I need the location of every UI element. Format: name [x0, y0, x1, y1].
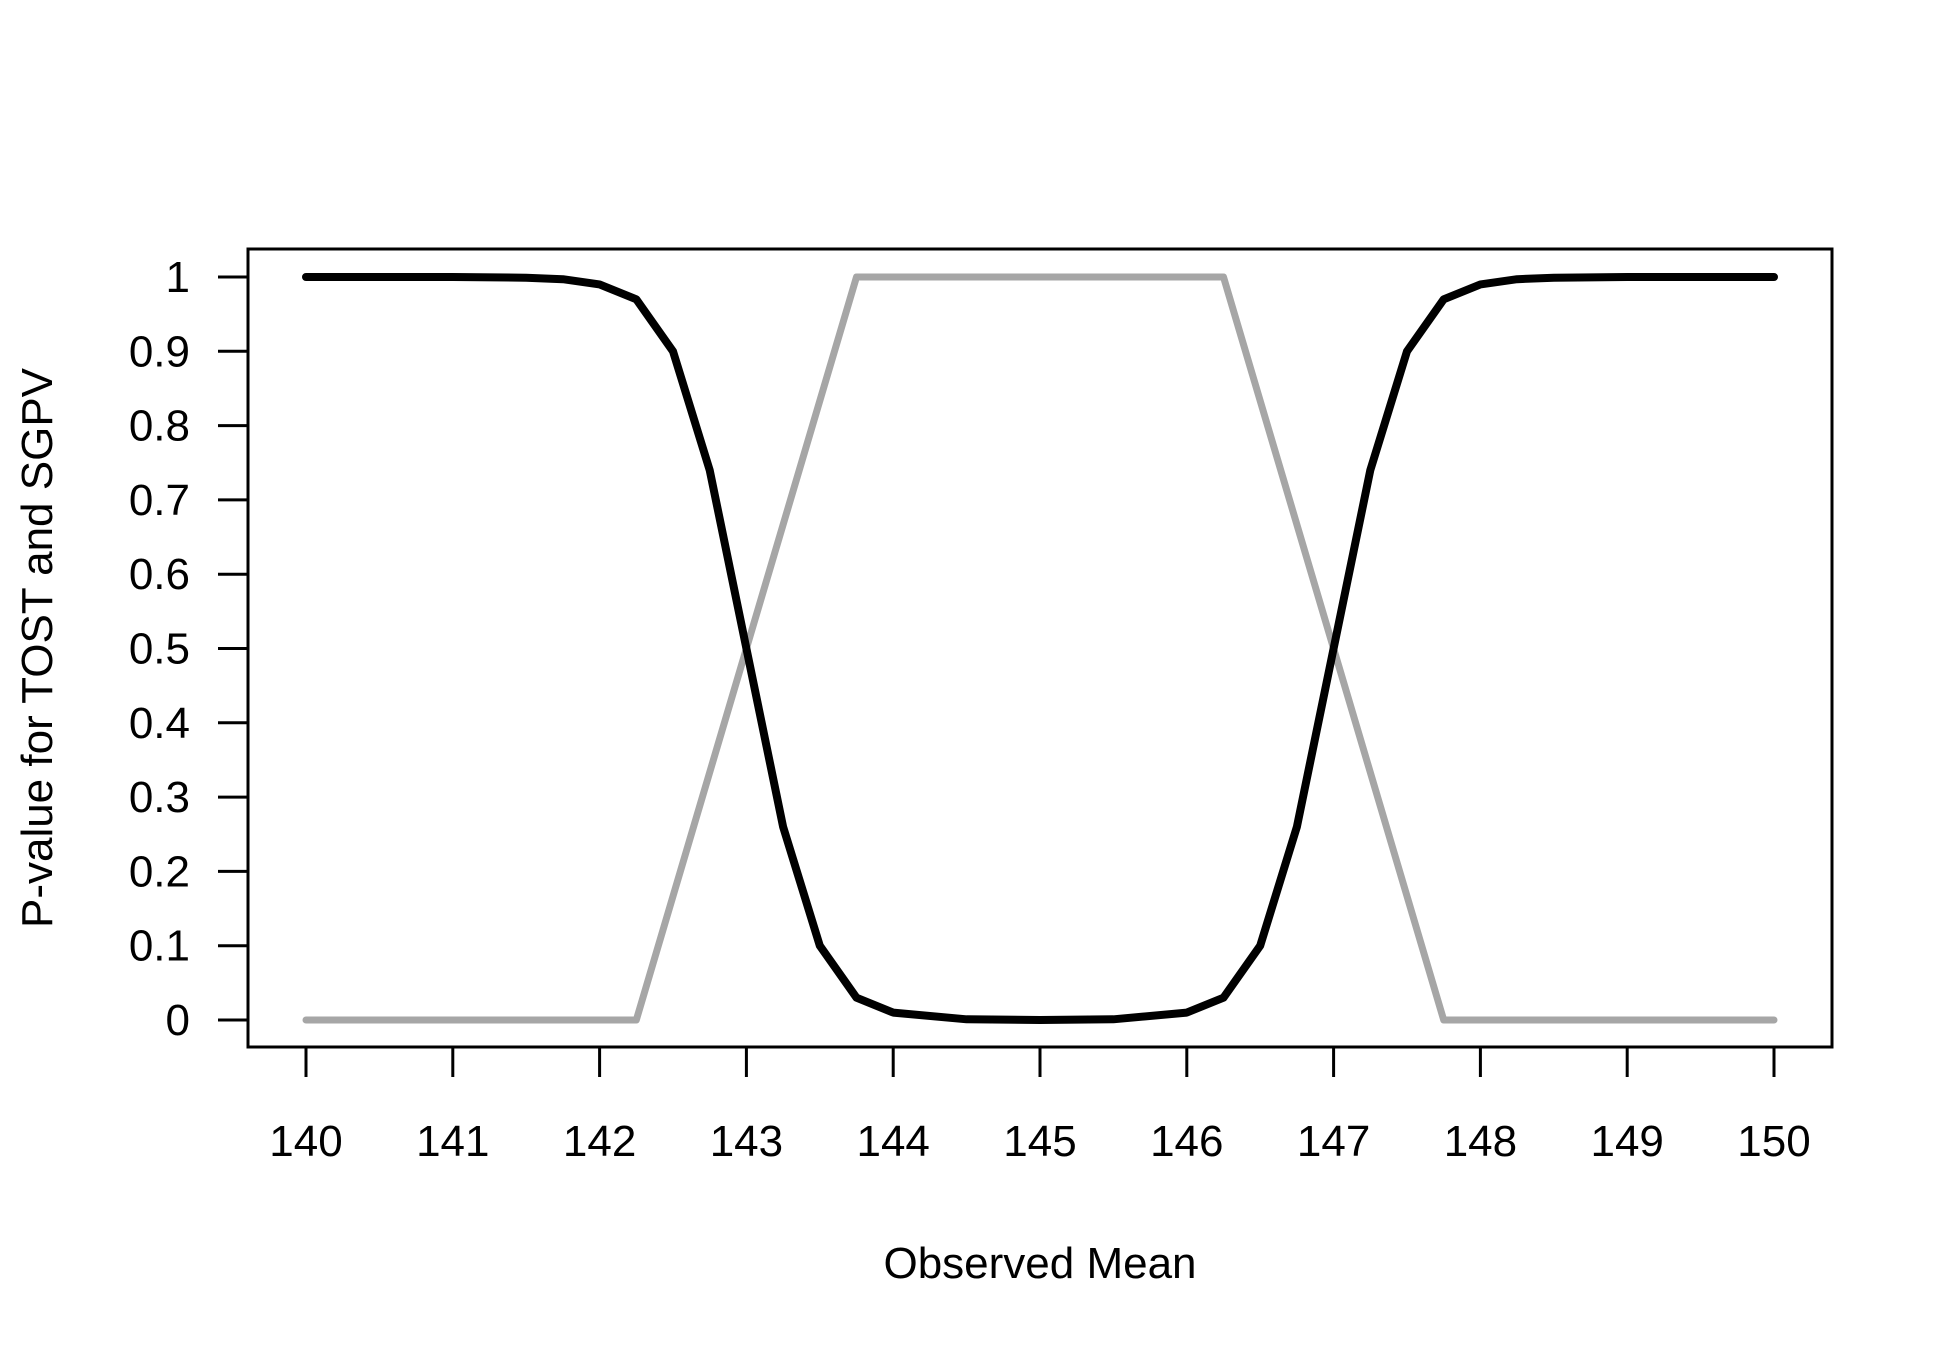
x-tick-label: 140 [269, 1117, 342, 1166]
x-tick-label: 145 [1003, 1117, 1076, 1166]
x-tick-label: 149 [1590, 1117, 1663, 1166]
series-layer [302, 273, 1778, 1024]
y-tick-label: 1 [166, 253, 190, 302]
y-tick-label: 0.5 [129, 625, 190, 674]
x-tick-label: 146 [1150, 1117, 1223, 1166]
x-tick-label: 147 [1297, 1117, 1370, 1166]
x-tick-label: 148 [1444, 1117, 1517, 1166]
y-tick-label: 0.6 [129, 550, 190, 599]
y-tick-label: 0.2 [129, 847, 190, 896]
y-tick-label: 0.1 [129, 922, 190, 971]
plot-frame [246, 247, 1834, 1049]
x-axis: 140 141 142 143 144 145 146 147 148 149 150 [269, 1045, 1811, 1166]
y-tick-label: 0.8 [129, 402, 190, 451]
x-tick-label: 144 [856, 1117, 929, 1166]
x-tick-label: 141 [416, 1117, 489, 1166]
y-tick-label: 0.9 [129, 327, 190, 376]
y-tick-label: 0 [166, 996, 190, 1045]
x-axis-title: Observed Mean [883, 1239, 1196, 1288]
y-tick-label: 0.3 [129, 773, 190, 822]
x-tick-label: 143 [710, 1117, 783, 1166]
y-tick-label: 0.7 [129, 476, 190, 525]
y-axis-title: P-value for TOST and SGPV [13, 367, 62, 928]
y-axis: 0 0.1 0.2 0.3 0.4 0.5 0.6 0.7 0.8 0.9 1 [129, 253, 250, 1045]
x-tick-label: 150 [1737, 1117, 1810, 1166]
sgpv-line [302, 273, 1778, 1024]
y-tick-label: 0.4 [129, 699, 190, 748]
tost-pvalue-line [302, 273, 1778, 1024]
x-tick-label: 142 [563, 1117, 636, 1166]
